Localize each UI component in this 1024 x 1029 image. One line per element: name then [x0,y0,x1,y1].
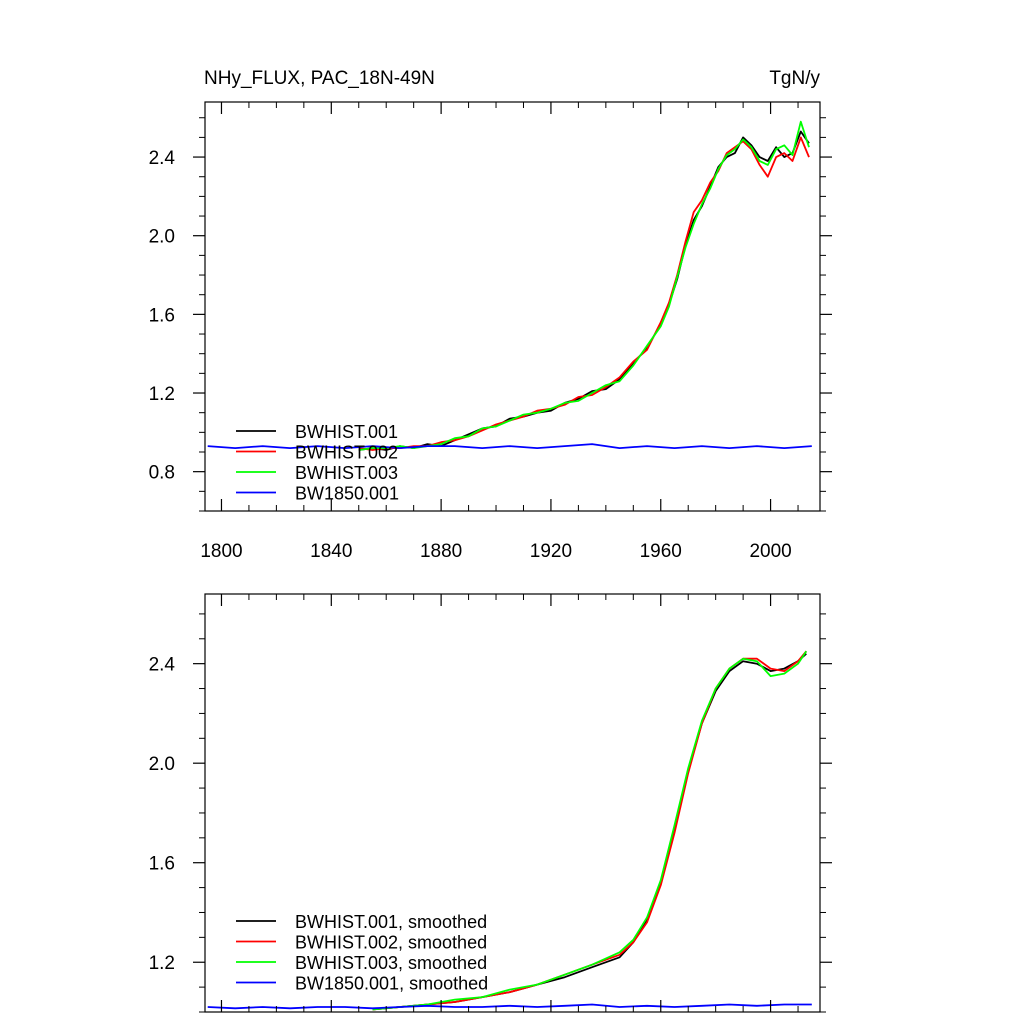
y-tick-label: 2.0 [149,754,175,775]
x-tick-label: 1840 [310,541,352,562]
x-tick-label: 1920 [530,541,572,562]
series-line-4 [207,1003,812,1010]
x-tick-label: 1960 [640,541,682,562]
series-line-2 [358,136,810,451]
y-tick-label: 0.8 [149,463,175,484]
y-tick-label: 1.6 [149,854,175,875]
y-tick-label: 2.4 [149,655,176,676]
x-tick-label: 2000 [749,541,791,562]
legend-label: BW1850.001 [295,484,399,504]
chart-title-left: NHy_FLUX, PAC_18N-49N [204,68,435,89]
chart-units-label: TgN/y [769,68,820,89]
top-panel: NHy_FLUX, PAC_18N-49N TgN/y BWHIST.001BW… [149,68,832,562]
x-tick-label: 1880 [420,541,462,562]
y-tick-label: 1.2 [149,384,175,405]
x-tick-label: 1800 [200,541,242,562]
legend-label: BWHIST.003 [295,463,398,483]
y-tick-label: 1.2 [149,953,175,974]
y-tick-label: 2.0 [149,227,175,248]
series-line-3 [372,650,808,1011]
legend-label: BWHIST.002 [295,443,398,463]
y-tick-label: 1.6 [149,305,175,326]
legend-label: BWHIST.003, smoothed [295,953,487,973]
legend-label: BWHIST.002, smoothed [295,933,487,953]
series-line-3 [358,120,810,451]
plot-frame [204,101,821,512]
plot-frame [204,593,821,1013]
series-line-4 [207,443,812,450]
legend-label: BW1850.001, smoothed [295,974,488,994]
legend-label: BWHIST.001, smoothed [295,912,487,932]
series-line-1 [358,130,810,451]
legend-label: BWHIST.001 [295,422,398,442]
y-tick-label: 2.4 [149,148,176,169]
